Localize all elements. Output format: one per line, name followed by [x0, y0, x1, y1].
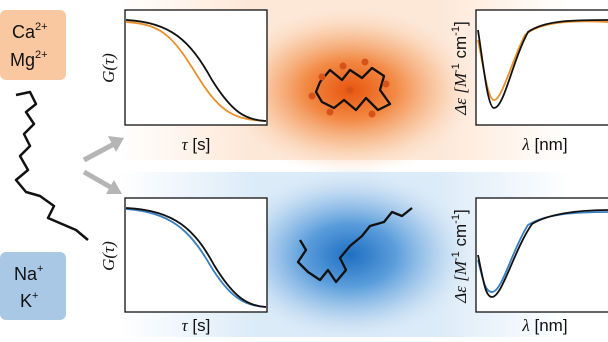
label-part: -1 — [450, 214, 462, 224]
fcs-curve-black — [125, 19, 267, 122]
label-part: λ — [521, 316, 529, 335]
blue-glow — [220, 165, 480, 342]
arrow — [82, 169, 114, 191]
label-part: -1 — [450, 63, 462, 73]
label-part: ] — [451, 209, 470, 214]
label-part: + — [37, 263, 43, 275]
cd-curve-blue — [477, 211, 608, 293]
fcs-curve-orange — [125, 21, 267, 122]
label-part: Ca — [12, 22, 36, 42]
label-part: τ — [182, 316, 189, 335]
label-part: [nm] — [530, 135, 568, 154]
plot-frame — [124, 9, 268, 126]
x-axis-label: λ [nm] — [521, 316, 567, 335]
x-axis-label: λ [nm] — [521, 135, 567, 154]
ion-dots — [308, 58, 390, 118]
fcs-curve-blue — [125, 208, 267, 308]
label-part: ] — [451, 21, 470, 26]
label-part: cm — [451, 36, 470, 63]
ion-label: Ca2+ — [12, 21, 48, 42]
cd-curve-black — [477, 209, 608, 298]
y-axis-label: G(τ) — [99, 53, 118, 83]
x-axis-label: τ [s] — [182, 316, 211, 335]
label-part: [nm] — [530, 316, 568, 335]
label-part: Δε [M — [451, 72, 470, 116]
label-part: 2+ — [35, 49, 48, 61]
label-part: Δε [M — [451, 260, 470, 304]
y-axis-label: G(τ) — [99, 241, 118, 271]
compact-chain — [314, 66, 392, 112]
ion-label: K+ — [20, 290, 38, 311]
label-part: Na — [14, 264, 38, 284]
fcs-curve-black — [125, 207, 267, 308]
label-part: -1 — [450, 26, 462, 36]
label-part: λ — [521, 135, 529, 154]
label-part: τ — [182, 135, 189, 154]
label-part: K — [20, 291, 32, 311]
arrow — [82, 141, 116, 163]
label-part: [s] — [188, 135, 211, 154]
label-part: Mg — [10, 50, 35, 70]
ion-label: Mg2+ — [10, 49, 48, 70]
label-part: cm — [451, 224, 470, 251]
label-part: 2+ — [35, 21, 48, 33]
y-axis-label: Δε [M-1 cm-1] — [450, 209, 470, 303]
arrow-head — [108, 136, 124, 152]
divalent-box — [0, 10, 66, 80]
protein-chain — [14, 90, 89, 241]
ion-label: Na+ — [14, 263, 43, 284]
x-axis-label: τ [s] — [182, 135, 211, 154]
plot-frame — [124, 197, 268, 313]
label-part: -1 — [450, 251, 462, 261]
label-part: [s] — [188, 316, 211, 335]
cd-curve-black — [477, 19, 608, 109]
label-part: + — [32, 290, 38, 302]
arrow-head — [106, 180, 122, 194]
monovalent-box — [0, 252, 66, 320]
y-axis-label: Δε [M-1 cm-1] — [450, 21, 470, 115]
extended-chain — [296, 207, 413, 284]
